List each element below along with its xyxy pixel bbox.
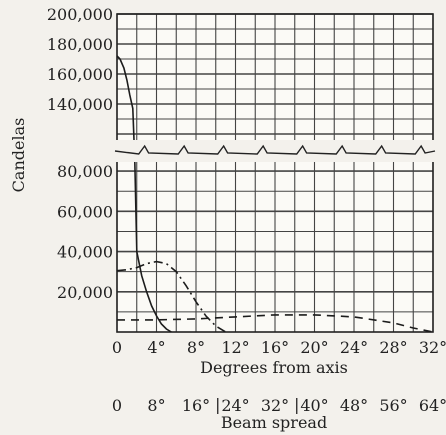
beam-spread-tick-label: 32° [261, 396, 289, 415]
beam-spread-tick-label: 24° [221, 396, 249, 415]
y-tick-label: 40,000 [57, 243, 113, 262]
x-tick-label: 24° [340, 338, 368, 357]
y-tick-label: 20,000 [57, 283, 113, 302]
beam-spread-tick-label: 48° [340, 396, 368, 415]
x-tick-label: 16° [261, 338, 289, 357]
x-tick-label: 8° [187, 338, 205, 357]
x-axis-label: Degrees from axis [200, 358, 348, 377]
x-tick-label: 20° [300, 338, 328, 357]
y-tick-label: 80,000 [57, 162, 113, 181]
x-tick-labels: 0 4° 8° 12° 16° 20° 24° 28° 32° [112, 338, 446, 357]
beam-spread-tick-label: 40° [300, 396, 328, 415]
beam-spread-tick-label: 64° [419, 396, 446, 415]
y-tick-labels: 200,000 180,000 160,000 140,000 80,000 60,000… [47, 5, 113, 302]
chart-grid [116, 13, 434, 333]
y-tick-label: 140,000 [47, 95, 113, 114]
beam-spread-tick-label: 0 [112, 396, 122, 415]
axis-break [114, 140, 436, 162]
axis-break-band [115, 140, 435, 162]
axis-break-line [114, 144, 436, 155]
y-tick-label: 60,000 [57, 202, 113, 221]
series-dashed-curve [117, 314, 434, 333]
x-tick-label: 12° [221, 338, 249, 357]
beam-spread-tick-label: 16° [182, 396, 210, 415]
y-tick-label: 160,000 [47, 65, 113, 84]
y-tick-label: 180,000 [47, 35, 113, 54]
x-tick-label: 0 [112, 338, 122, 357]
plot-frame [116, 13, 434, 333]
x-tick-label: 28° [379, 338, 407, 357]
beam-spread-tick-label: 8° [147, 396, 165, 415]
data-curves [116, 55, 434, 333]
series-solid-curve [116, 55, 172, 333]
x-tick-label: 32° [419, 338, 446, 357]
beam-spread-tick-labels: 0 8° 16° 24° 32° 40° 48° 56° 64° [112, 396, 446, 415]
beam-spread-tick-label: 56° [379, 396, 407, 415]
y-axis-label: Candelas [9, 118, 28, 193]
x-tick-label: 4° [147, 338, 165, 357]
y-tick-label: 200,000 [47, 5, 113, 24]
beam-spread-label: Beam spread [221, 413, 327, 432]
